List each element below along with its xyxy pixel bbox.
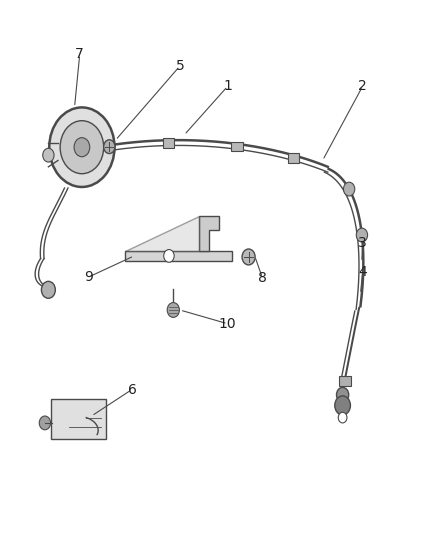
Text: 1: 1 [223,79,232,93]
Text: 10: 10 [219,317,237,331]
Circle shape [167,303,180,317]
Polygon shape [199,216,219,251]
Bar [288,153,299,163]
Circle shape [338,413,347,423]
Text: 4: 4 [358,265,367,279]
Text: 3: 3 [358,236,367,249]
Polygon shape [125,216,199,251]
Circle shape [242,249,255,265]
Bar [231,142,243,151]
Bar [51,399,106,439]
Text: 2: 2 [358,79,367,93]
Text: 9: 9 [84,270,93,284]
Circle shape [104,140,115,154]
Circle shape [356,228,367,242]
Circle shape [43,148,54,162]
Text: 5: 5 [176,59,184,73]
Text: 8: 8 [258,271,267,285]
Circle shape [60,120,104,174]
Circle shape [49,108,115,187]
Text: 7: 7 [75,47,84,61]
Bar [162,138,174,148]
Circle shape [335,396,350,415]
Circle shape [39,416,50,430]
Circle shape [164,249,174,262]
Circle shape [42,281,55,298]
Bar [339,376,351,386]
Circle shape [343,182,355,196]
Polygon shape [125,251,232,261]
Circle shape [336,387,349,402]
Circle shape [74,138,90,157]
Text: 6: 6 [127,383,136,397]
